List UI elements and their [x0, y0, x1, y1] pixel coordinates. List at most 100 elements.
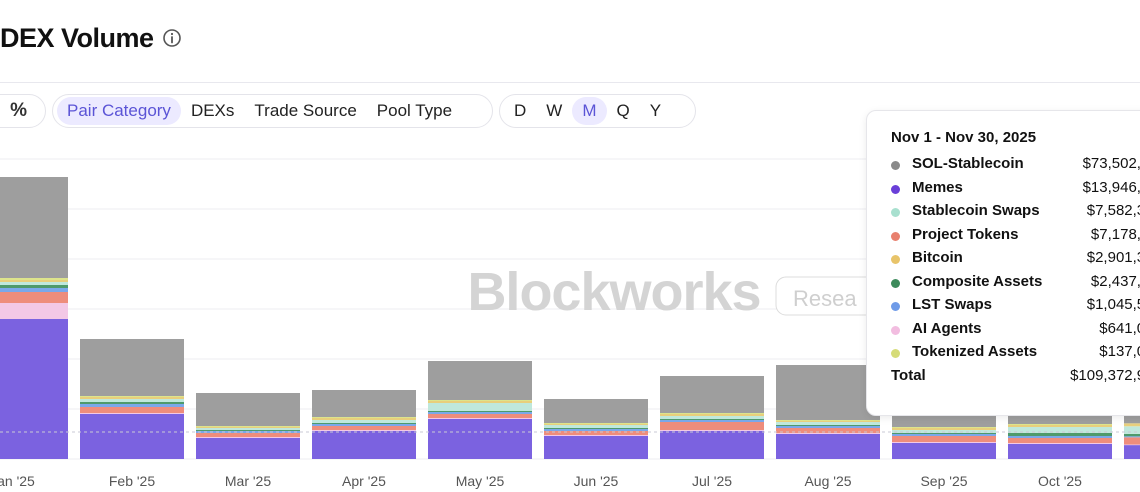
legend-dot-icon	[891, 349, 900, 358]
bar-segment	[1124, 437, 1140, 445]
tooltip-series-name: AI Agents	[912, 319, 982, 337]
tooltip-series-name: Composite Assets	[912, 272, 1043, 290]
bar-segment	[428, 361, 532, 400]
bar-segment	[0, 177, 68, 278]
tab-trade-source[interactable]: Trade Source	[254, 101, 357, 120]
tab-dexs[interactable]: DEXs	[190, 101, 235, 120]
bar-segment	[544, 424, 648, 425]
bar-segment	[1124, 445, 1140, 459]
period-tab-y[interactable]: Y	[649, 101, 662, 120]
x-tick-label: Mar '25	[225, 473, 271, 489]
bar-segment	[428, 412, 532, 414]
page-title: DEX Volume	[0, 22, 154, 53]
percent-icon: %	[10, 100, 27, 121]
bar-segment	[660, 414, 764, 416]
tooltip-row: LST Swaps $1,045,561,	[891, 296, 1140, 320]
tooltip-total-row: Total $109,372,929,	[891, 367, 1140, 391]
bar-segment	[80, 396, 184, 397]
watermark-badge-text: Resea	[793, 286, 857, 311]
bar-segment	[776, 428, 880, 433]
bar-segment	[1008, 427, 1112, 433]
tooltip-series-value: $2,901,361,	[1086, 249, 1140, 266]
legend-dot-icon	[891, 325, 900, 335]
bar-segment	[196, 428, 300, 430]
tooltip-row: Bitcoin $2,901,361,	[891, 249, 1140, 273]
tooltip-series-name: Memes	[912, 178, 963, 196]
tooltip-row: Memes $13,946,483	[891, 179, 1140, 203]
bar-segment	[428, 414, 532, 418]
tooltip-series-value: $137,085,	[1099, 343, 1140, 360]
bar-segment	[196, 427, 300, 428]
group-by-tabs: Pair Category DEXs Trade Source Pool Type	[52, 94, 493, 128]
bar-segment	[80, 413, 184, 414]
x-tick-label: Jul '25	[692, 473, 732, 489]
tab-pair-category[interactable]: Pair Category	[57, 97, 181, 125]
bar-segment	[196, 438, 300, 459]
tooltip-series-value: $73,502,894	[1082, 155, 1140, 172]
bar-segment	[312, 426, 416, 430]
tooltip-series-value: $1,045,561,	[1086, 296, 1140, 313]
bar-segment	[660, 422, 764, 430]
bar-segment	[1008, 425, 1112, 427]
info-circle-icon[interactable]	[162, 28, 182, 48]
bar-segment	[1008, 436, 1112, 438]
bar-segment	[312, 424, 416, 426]
legend-dot-icon	[891, 231, 900, 241]
tooltip-row: Composite Assets $2,437,763	[891, 273, 1140, 297]
x-tick-label: an '25	[0, 473, 35, 489]
x-tick-label: Aug '25	[804, 473, 851, 489]
bar-segment	[80, 402, 184, 404]
bar-segment	[0, 288, 68, 292]
period-tab-q[interactable]: Q	[616, 101, 630, 120]
bar-segment	[312, 420, 416, 423]
tooltip-series-value: $7,582,376,	[1086, 202, 1140, 219]
bar-segment	[312, 430, 416, 431]
bar-segment	[1008, 444, 1112, 459]
bar-segment	[544, 431, 648, 435]
legend-dot-icon	[891, 161, 900, 170]
bar-segment	[312, 417, 416, 418]
bar-segment	[312, 418, 416, 420]
period-tab-w[interactable]: W	[546, 101, 563, 120]
bar-segment	[196, 430, 300, 431]
tab-pool-type[interactable]: Pool Type	[376, 101, 453, 120]
bar-segment	[196, 437, 300, 438]
bar-segment	[544, 425, 648, 428]
tooltip-series-name: SOL-Stablecoin	[912, 155, 1024, 172]
bar-segment	[776, 433, 880, 434]
period-tab-d[interactable]: D	[514, 101, 527, 120]
x-tick-label: Sep '25	[920, 473, 967, 489]
bar-segment	[196, 393, 300, 426]
bar-segment	[428, 418, 532, 419]
bar-segment	[1124, 433, 1140, 437]
bar-segment	[660, 419, 764, 420]
tooltip-row: SOL-Stablecoin $73,502,894	[891, 155, 1140, 179]
bar-segment	[0, 319, 68, 459]
tooltip-row: Project Tokens $7,178,358	[891, 226, 1140, 250]
bar-segment	[776, 420, 880, 421]
x-tick-label: May '25	[456, 473, 505, 489]
bar-segment	[1124, 426, 1140, 434]
percent-toggle-button[interactable]: %	[0, 94, 46, 128]
bar-segment	[776, 422, 880, 425]
bar-segment	[892, 433, 996, 434]
bar-segment	[660, 416, 764, 419]
bar-segment	[312, 423, 416, 424]
tooltip-series-value: $2,437,763	[1090, 272, 1140, 290]
tooltip-series-value: $641,044,	[1099, 319, 1140, 337]
bar-segment	[1008, 438, 1112, 443]
tooltip-series-name: Bitcoin	[912, 249, 963, 266]
tooltip-series-name: Tokenized Assets	[912, 343, 1038, 360]
bar-segment	[544, 423, 648, 424]
tooltip-total-value: $109,372,929,	[1070, 366, 1140, 384]
legend-dot-icon	[891, 255, 900, 264]
bar-segment	[776, 421, 880, 422]
bar-segment	[0, 278, 68, 280]
period-tab-m[interactable]: M	[572, 97, 607, 125]
bar-segment	[544, 399, 648, 423]
x-tick-label: Apr '25	[342, 473, 386, 489]
bar-segment	[1008, 433, 1112, 436]
bar-segment	[544, 429, 648, 431]
legend-dot-icon	[891, 278, 900, 288]
